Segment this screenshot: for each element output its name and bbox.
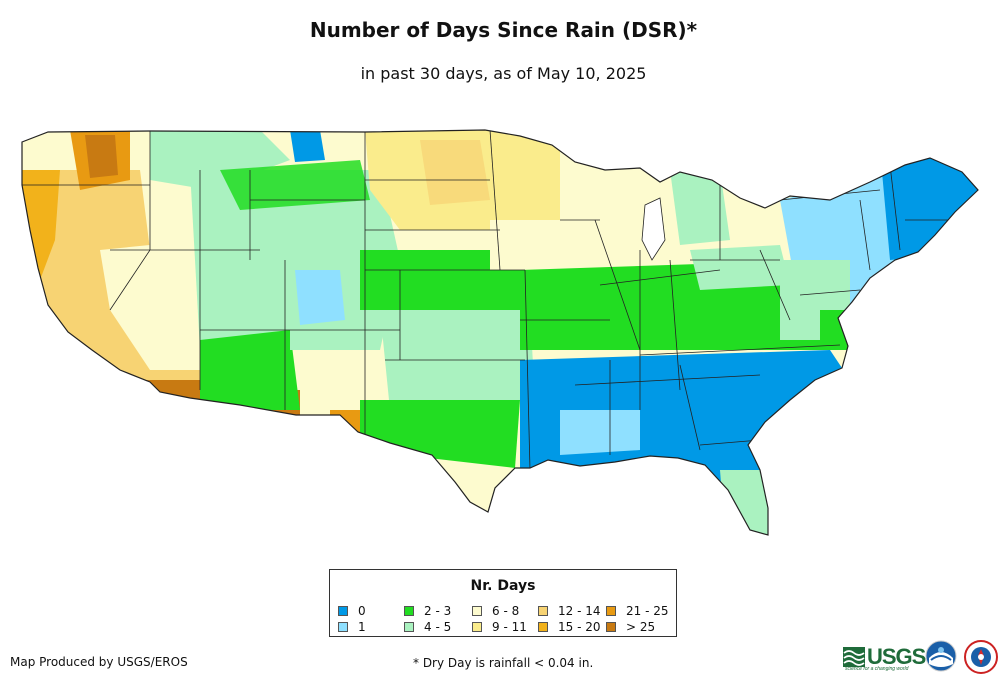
legend-item-9: > 25 — [606, 620, 655, 634]
legend-label: 1 — [358, 620, 366, 634]
legend-item-6: 12 - 14 — [538, 604, 601, 618]
agency-logos: USGS science for a changing world — [843, 640, 1003, 676]
legend-swatch — [606, 606, 616, 616]
legend-item-3: 4 - 5 — [404, 620, 451, 634]
legend-item-2: 2 - 3 — [404, 604, 451, 618]
legend-item-8: 21 - 25 — [606, 604, 669, 618]
legend-label: 6 - 8 — [492, 604, 520, 618]
legend-title: Nr. Days — [470, 578, 536, 594]
legend-swatch — [404, 622, 414, 632]
legend: Nr. Days 0 1 2 - 3 4 - 5 6 - 8 9 - 11 12… — [329, 569, 677, 637]
legend-label: 0 — [358, 604, 366, 618]
legend-swatch — [606, 622, 616, 632]
legend-item-1: 1 — [338, 620, 366, 634]
legend-label: 21 - 25 — [626, 604, 669, 618]
legend-item-7: 15 - 20 — [538, 620, 601, 634]
legend-swatch — [472, 622, 482, 632]
legend-label: 4 - 5 — [424, 620, 452, 634]
usgs-wordmark: USGS — [867, 644, 926, 669]
dsr-map — [21, 129, 979, 536]
legend-label: 9 - 11 — [492, 620, 527, 634]
legend-swatch — [404, 606, 414, 616]
usgs-logo: USGS — [843, 644, 926, 670]
legend-item-5: 9 - 11 — [472, 620, 527, 634]
footnote-text: * Dry Day is rainfall < 0.04 in. — [413, 656, 594, 670]
legend-swatch — [538, 606, 548, 616]
legend-swatch — [538, 622, 548, 632]
map-title: Number of Days Since Rain (DSR)* — [309, 18, 698, 42]
legend-label: 2 - 3 — [424, 604, 452, 618]
legend-item-0: 0 — [338, 604, 366, 618]
nws-logo-icon — [964, 640, 998, 674]
usgs-wave-icon — [843, 647, 865, 667]
credit-text: Map Produced by USGS/EROS — [10, 655, 188, 669]
noaa-logo-icon — [925, 640, 957, 672]
legend-swatch — [338, 622, 348, 632]
map-subtitle: in past 30 days, as of May 10, 2025 — [360, 64, 647, 83]
legend-item-4: 6 - 8 — [472, 604, 519, 618]
legend-label: 15 - 20 — [558, 620, 601, 634]
legend-label: > 25 — [626, 620, 656, 634]
usgs-tagline: science for a changing world — [845, 666, 909, 672]
legend-swatch — [472, 606, 482, 616]
legend-swatch — [338, 606, 348, 616]
legend-label: 12 - 14 — [558, 604, 601, 618]
